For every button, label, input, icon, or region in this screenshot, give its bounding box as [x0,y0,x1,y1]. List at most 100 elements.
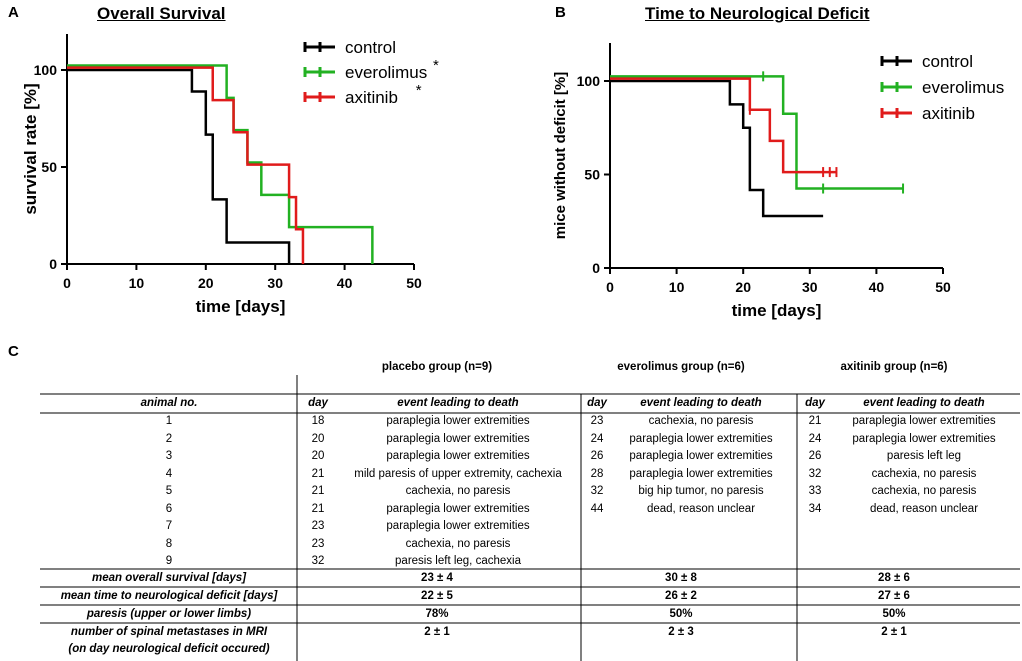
x-tick-label: 10 [669,279,685,295]
summary-axitinib-survival: 28 ± 6 [878,572,910,584]
placebo-day-cell: 21 [311,485,325,497]
y-tick-label: 50 [41,159,57,175]
summary-placebo-metastases: 2 ± 1 [424,626,450,638]
axitinib-event-cell: cachexia, no paresis [871,467,977,480]
panel-c-label: C [8,343,19,360]
everolimus-day-header: day [587,397,607,409]
summary-everolimus-survival: 30 ± 8 [665,572,697,584]
axitinib-event-cell: paraplegia lower extremities [852,432,996,445]
outcome-table: placebo group (n=9) everolimus group (n=… [0,355,1022,661]
legend-label-axitinib: axitinib [922,104,975,123]
everolimus-event-header: event leading to death [640,397,762,409]
chart-b-title: Time to Neurological Deficit [645,4,870,23]
legend-label-everolimus: everolimus [922,78,1004,97]
everolimus-event-cell: cachexia, no paresis [648,415,754,427]
y-tick-label: 100 [34,62,58,78]
everolimus-event-cell: paraplegia lower extremities [629,467,773,480]
summary-placebo-deficit: 22 ± 5 [421,590,453,602]
animal-no-header: animal no. [140,397,198,409]
x-tick-label: 20 [735,279,751,295]
neurological-deficit-chart: 0 10 20 30 40 50 0 50 100 time [days] mice without… [552,43,1004,320]
y-axis-label: survival rate [%] [21,83,40,214]
placebo-event-cell: paraplegia lower extremities [386,432,530,445]
everolimus-day-cell: 24 [590,432,604,445]
axitinib-event-header: event leading to death [863,397,985,409]
series-line-control [610,79,824,218]
placebo-day-cell: 23 [311,520,325,532]
summary-placebo-survival: 23 ± 4 [421,572,453,584]
animal-no-cell: 1 [165,415,173,427]
placebo-day-cell: 21 [311,502,325,515]
panel-a-label: A [8,4,19,21]
placebo-event-cell: mild paresis of upper extremity, cachexi… [354,467,562,480]
animal-no-cell: 7 [165,520,173,532]
x-tick-label: 0 [63,275,71,291]
animal-no-cell: 8 [165,537,173,550]
placebo-day-cell: 21 [311,467,325,480]
placebo-day-header: day [308,397,328,409]
axitinib-day-cell: 33 [808,485,822,497]
legend-asterisk-everolimus: * [433,57,439,74]
summary-label-survival: mean overall survival [days] [91,572,247,584]
placebo-event-cell: paresis left leg, cachexia [395,555,521,567]
placebo-event-cell: paraplegia lower extremities [386,415,530,427]
x-tick-label: 40 [337,275,353,291]
axitinib-event-cell: cachexia, no paresis [871,485,977,497]
axitinib-day-cell: 24 [808,432,822,445]
x-tick-label: 40 [869,279,885,295]
legend-label-control: control [345,38,396,57]
axitinib-event-cell: dead, reason unclear [869,502,979,515]
y-tick-label: 0 [592,260,600,276]
animal-no-cell: 6 [165,502,173,515]
summary-everolimus-deficit: 26 ± 2 [665,590,697,602]
axitinib-group-header: axitinib group (n=6) [840,361,948,373]
animal-no-cell: 4 [165,467,173,480]
axitinib-day-cell: 32 [808,467,822,480]
summary-everolimus-paresis: 50% [669,608,693,620]
placebo-event-cell: paraplegia lower extremities [386,520,530,532]
series-line-everolimus [610,75,904,190]
summary-axitinib-paresis: 50% [882,608,906,620]
x-tick-label: 50 [406,275,422,291]
summary-axitinib-deficit: 27 ± 6 [878,590,910,602]
x-tick-label: 50 [935,279,951,295]
everolimus-event-cell: paraplegia lower extremities [629,450,773,462]
overall-survival-chart: 0 10 20 30 40 50 0 50 100 time [days] survival rat… [21,34,439,316]
summary-placebo-paresis: 78% [425,608,449,620]
summary-label-metastases: number of spinal metastases in MRI [70,626,268,638]
placebo-group-header: placebo group (n=9) [381,361,493,373]
x-axis-label: time [days] [732,301,822,320]
legend-label-control: control [922,52,973,71]
everolimus-event-cell: dead, reason unclear [646,502,756,515]
chart-a-title: Overall Survival [97,4,226,23]
placebo-day-cell: 20 [311,432,325,445]
placebo-day-cell: 18 [311,415,325,427]
legend-asterisk-axitinib: * [416,82,422,99]
x-tick-label: 10 [129,275,145,291]
everolimus-event-cell: big hip tumor, no paresis [638,485,764,497]
axitinib-event-cell: paraplegia lower extremities [852,415,996,427]
x-tick-label: 0 [606,279,614,295]
animal-no-cell: 3 [165,450,173,462]
axitinib-day-header: day [805,397,825,409]
x-axis-label: time [days] [196,297,286,316]
summary-everolimus-metastases: 2 ± 3 [668,626,694,638]
axitinib-day-cell: 34 [808,502,822,515]
summary-label-paresis: paresis (upper or lower limbs) [86,608,252,620]
everolimus-day-cell: 23 [590,415,604,427]
everolimus-group-header: everolimus group (n=6) [617,361,745,373]
animal-no-cell: 2 [165,432,173,445]
everolimus-day-cell: 28 [590,467,604,480]
placebo-event-cell: cachexia, no paresis [405,537,511,550]
legend-label-everolimus: everolimus [345,63,427,82]
x-tick-label: 20 [198,275,214,291]
placebo-event-header: event leading to death [397,397,519,409]
y-tick-label: 0 [49,256,57,272]
everolimus-day-cell: 26 [590,450,604,462]
placebo-day-cell: 23 [311,537,325,550]
placebo-event-cell: cachexia, no paresis [405,485,511,497]
everolimus-day-cell: 44 [590,502,604,515]
placebo-event-cell: paraplegia lower extremities [386,502,530,515]
series-line-axitinib [610,77,837,174]
animal-no-cell: 9 [165,555,173,567]
